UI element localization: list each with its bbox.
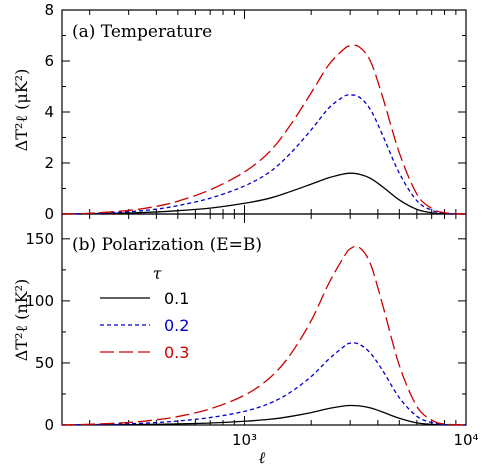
y-tick-label: 4 xyxy=(44,103,54,121)
y-tick-label: 100 xyxy=(25,292,54,310)
polarization-series-0-3-line xyxy=(61,245,467,426)
legend-title: τ xyxy=(153,264,163,283)
legend-label-0-2: 0.2 xyxy=(164,316,189,335)
y-tick-label: 8 xyxy=(44,1,54,19)
temperature-y-axis-title: ΔT²ℓ (μK²) xyxy=(12,69,31,152)
y-tick-label: 2 xyxy=(44,154,54,172)
temperature-series-0-1-line xyxy=(61,172,467,215)
polarization-series-0-2-line xyxy=(61,342,467,426)
temperature-panel-title: (a) Temperature xyxy=(72,22,212,42)
polarization-y-axis-title: ΔT²ℓ (nK²) xyxy=(12,279,31,362)
x-axis-title: ℓ xyxy=(259,448,266,467)
temperature-series-0-3-line xyxy=(61,44,467,215)
polarization-series-0-1-line xyxy=(61,404,467,426)
x-tick-label: 10⁴ xyxy=(453,431,478,449)
x-tick-label: 10³ xyxy=(232,431,257,449)
polarization-panel-title: (b) Polarization (E=B) xyxy=(72,235,262,255)
y-tick-label: 0 xyxy=(44,416,54,434)
polarization-series xyxy=(61,245,467,426)
legend: τ 0.1 0.2 0.3 xyxy=(100,264,189,362)
temperature-ticks: 0 2 4 6 8 xyxy=(44,1,467,223)
temperature-series xyxy=(61,44,467,215)
y-tick-label: 50 xyxy=(35,354,54,372)
temperature-series-0-2-line xyxy=(61,94,467,215)
legend-label-0-1: 0.1 xyxy=(164,289,189,308)
y-tick-label: 6 xyxy=(44,52,54,70)
polarization-panel-frame xyxy=(61,213,467,426)
y-tick-label: 0 xyxy=(44,205,54,223)
y-tick-label: 150 xyxy=(25,230,54,248)
legend-label-0-3: 0.3 xyxy=(164,343,189,362)
